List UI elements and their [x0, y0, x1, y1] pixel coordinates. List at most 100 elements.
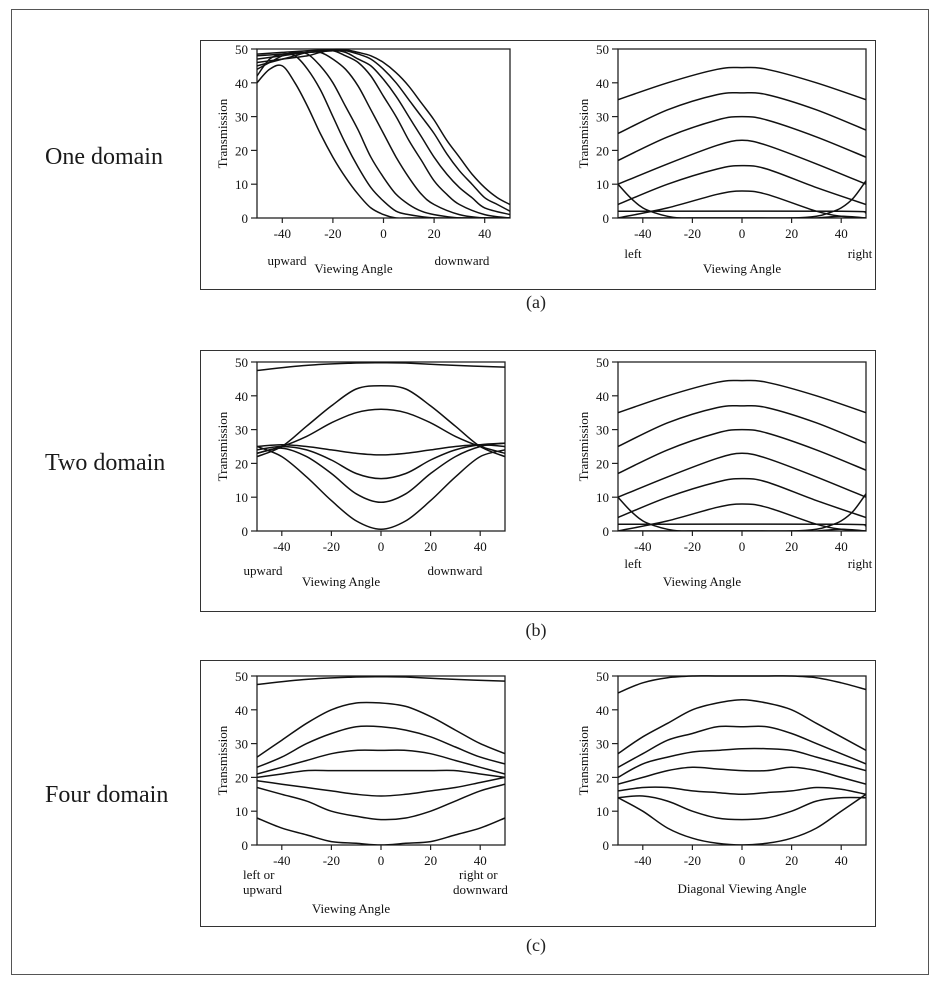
series-line-a-left-1 [257, 64, 510, 218]
y-axis-label-a-right: Transmission [576, 98, 591, 168]
y-tick-label-a-right-10: 10 [596, 177, 609, 192]
x-tick-label-a-left-0: 0 [380, 226, 387, 241]
y-tick-label-b-right-40: 40 [596, 389, 609, 404]
series-line-b-left-2 [257, 384, 505, 458]
series-line-a-right-3 [618, 115, 866, 162]
y-tick-label-b-left-40: 40 [235, 389, 248, 404]
x-axis-label-b-left: Viewing Angle [302, 574, 381, 589]
x-tick-label-c-left-0: 0 [378, 853, 385, 868]
series-line-a-right-8 [618, 180, 866, 218]
series-line-c-right-5 [618, 766, 866, 785]
series-line-c-right-1 [618, 675, 866, 694]
y-tick-label-b-left-20: 20 [235, 456, 248, 471]
x-tick-label-b-right-0: 0 [739, 539, 746, 554]
x-axis-label-a-right: Viewing Angle [703, 261, 782, 276]
series-line-b-right-8 [618, 493, 866, 531]
series-line-b-right-9 [618, 523, 866, 527]
caption-a: (a) [526, 292, 546, 312]
y-tick-label-c-right-0: 0 [603, 838, 610, 853]
direction-label-left-b-left: upward [244, 563, 283, 578]
x-tick-label-b-right--40: -40 [634, 539, 651, 554]
y-tick-label-c-left-30: 30 [235, 737, 248, 752]
series-line-c-left-8 [257, 817, 505, 845]
y-tick-label-b-right-50: 50 [596, 355, 609, 370]
x-tick-label-c-right-0: 0 [739, 853, 746, 868]
x-tick-label-a-left--20: -20 [324, 226, 341, 241]
x-tick-label-c-right-40: 40 [835, 853, 848, 868]
x-tick-label-a-right--20: -20 [684, 226, 701, 241]
series-line-a-right-5 [618, 164, 866, 206]
y-tick-label-a-right-50: 50 [596, 42, 609, 57]
x-tick-label-a-left-20: 20 [428, 226, 441, 241]
x-tick-label-c-left--20: -20 [323, 853, 340, 868]
x-tick-label-b-left-40: 40 [474, 539, 487, 554]
series-line-b-left-6 [257, 442, 505, 504]
series-line-b-left-4 [257, 444, 505, 456]
x-tick-label-c-right--40: -40 [634, 853, 651, 868]
panel-frame-c [200, 660, 876, 927]
panel-frame-a [200, 40, 876, 290]
direction-label-right-b-right: right [848, 556, 873, 571]
direction-label-left-c-left: left or upward [243, 867, 282, 897]
y-tick-label-c-left-40: 40 [235, 703, 248, 718]
series-line-b-right-7 [618, 496, 866, 531]
direction-label-left-b-right: left [624, 556, 642, 571]
x-tick-label-a-right-0: 0 [739, 226, 746, 241]
x-tick-label-b-right-20: 20 [785, 539, 798, 554]
row-label-one-domain: One domain [45, 144, 163, 170]
direction-label-right-b-left: downward [428, 563, 483, 578]
y-tick-label-c-left-0: 0 [242, 838, 249, 853]
series-line-b-left-7 [257, 445, 505, 531]
series-line-a-right-1 [618, 66, 866, 101]
y-tick-label-b-left-30: 30 [235, 423, 248, 438]
y-tick-label-a-left-40: 40 [235, 76, 248, 91]
y-tick-label-a-right-20: 20 [596, 143, 609, 158]
series-line-a-right-7 [618, 183, 866, 218]
series-line-c-left-4 [257, 749, 505, 775]
y-tick-label-b-right-30: 30 [596, 423, 609, 438]
caption-c: (c) [526, 935, 546, 955]
direction-label-right-a-right: right [848, 246, 873, 261]
x-axis-label-b-right: Viewing Angle [663, 574, 742, 589]
series-line-a-left-8 [257, 48, 510, 206]
series-line-b-right-2 [618, 404, 866, 448]
y-tick-label-b-left-0: 0 [242, 524, 249, 539]
y-axis-label-c-left: Transmission [215, 725, 230, 795]
series-line-b-right-5 [618, 477, 866, 519]
y-tick-label-c-left-10: 10 [235, 804, 248, 819]
series-line-a-left-5 [257, 49, 510, 218]
x-axis-label-c-right: Diagonal Viewing Angle [678, 881, 807, 896]
y-tick-label-c-right-20: 20 [596, 770, 609, 785]
y-axis-label-b-right: Transmission [576, 411, 591, 481]
series-line-a-left-3 [257, 51, 510, 218]
x-axis-label-c-left: Viewing Angle [312, 901, 391, 916]
y-tick-label-b-right-20: 20 [596, 456, 609, 471]
x-tick-label-a-left--40: -40 [274, 226, 291, 241]
panel-frame-b [200, 350, 876, 612]
series-line-b-right-4 [618, 452, 866, 498]
x-axis-label-a-left: Viewing Angle [314, 261, 393, 276]
series-line-c-left-1 [257, 675, 505, 686]
y-axis-label-a-left: Transmission [215, 98, 230, 168]
series-line-c-right-2 [618, 698, 866, 755]
y-axis-label-c-right: Transmission [576, 725, 591, 795]
series-line-b-right-3 [618, 428, 866, 475]
y-tick-label-b-right-0: 0 [603, 524, 610, 539]
figure-frame [11, 9, 929, 975]
x-tick-label-b-right-40: 40 [835, 539, 848, 554]
y-tick-label-b-right-10: 10 [596, 490, 609, 505]
y-tick-label-a-left-20: 20 [235, 143, 248, 158]
direction-label-left-a-left: upward [268, 253, 307, 268]
y-tick-label-b-left-50: 50 [235, 355, 248, 370]
series-line-a-left-4 [257, 51, 510, 218]
series-line-c-right-4 [618, 747, 866, 779]
series-line-c-left-6 [257, 776, 505, 797]
series-line-b-left-3 [257, 408, 505, 455]
series-line-c-right-6 [618, 786, 866, 796]
row-label-four-domain: Four domain [45, 782, 169, 808]
series-line-b-right-6 [618, 503, 866, 531]
series-line-c-right-3 [618, 725, 866, 768]
y-tick-label-c-left-20: 20 [235, 770, 248, 785]
y-tick-label-a-left-50: 50 [235, 42, 248, 57]
series-line-c-left-2 [257, 701, 505, 758]
